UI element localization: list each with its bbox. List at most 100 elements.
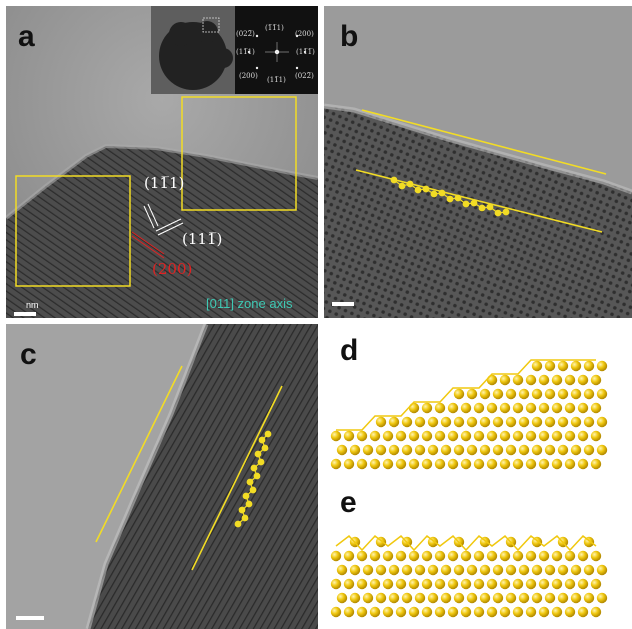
atom (538, 458, 550, 470)
atom (330, 430, 342, 442)
atom (356, 606, 368, 618)
fft-label-8: (022̅) (295, 72, 314, 80)
atom (473, 606, 485, 618)
atom (479, 592, 491, 604)
panel-e: e (324, 484, 632, 629)
atom (564, 430, 576, 442)
atom-chain-c (234, 430, 272, 528)
atom (395, 606, 407, 618)
atom (408, 578, 420, 590)
atom (453, 564, 465, 576)
atom (590, 578, 602, 590)
panel-b-image (324, 6, 632, 318)
atom (375, 416, 387, 428)
atom (401, 592, 413, 604)
atom (453, 444, 465, 456)
atom (421, 458, 433, 470)
atom (382, 578, 394, 590)
atom (427, 592, 439, 604)
atom (544, 416, 556, 428)
atom (505, 564, 517, 576)
atom (596, 564, 608, 576)
atom (330, 578, 342, 590)
atom (505, 444, 517, 456)
atom (466, 416, 478, 428)
atom (564, 578, 576, 590)
atom (369, 458, 381, 470)
atom (395, 550, 407, 562)
atom (414, 592, 426, 604)
plane-label-2: (111̅) (182, 230, 223, 248)
atom (362, 592, 374, 604)
atom (447, 458, 459, 470)
atom (486, 458, 498, 470)
atom (518, 416, 530, 428)
atom (518, 388, 530, 400)
panel-label-c: c (20, 338, 37, 371)
atom (473, 550, 485, 562)
atom (512, 430, 524, 442)
atom (557, 564, 569, 576)
atom (466, 564, 478, 576)
atom (486, 550, 498, 562)
atom (499, 578, 511, 590)
atom (577, 550, 589, 562)
atom (362, 444, 374, 456)
atom (557, 360, 569, 372)
scale-unit-a: nm (26, 300, 39, 310)
atom (421, 430, 433, 442)
atom (414, 444, 426, 456)
atom (479, 444, 491, 456)
atom (382, 550, 394, 562)
atom (531, 388, 543, 400)
atom (343, 550, 355, 562)
atom (564, 374, 576, 386)
panel-c: c (6, 324, 318, 629)
atom (447, 430, 459, 442)
atom (505, 388, 517, 400)
atom (447, 550, 459, 562)
atom (473, 458, 485, 470)
atom (473, 402, 485, 414)
atom (505, 592, 517, 604)
atom (538, 374, 550, 386)
atom (460, 458, 472, 470)
atom (440, 444, 452, 456)
atom (330, 458, 342, 470)
atom (525, 578, 537, 590)
atom (551, 578, 563, 590)
atom (499, 374, 511, 386)
atom (590, 606, 602, 618)
atom (434, 430, 446, 442)
atom (538, 430, 550, 442)
atom (369, 578, 381, 590)
atom (583, 360, 595, 372)
atom (421, 606, 433, 618)
atom (486, 402, 498, 414)
atom (518, 444, 530, 456)
atom (596, 416, 608, 428)
atom (492, 416, 504, 428)
atom (577, 578, 589, 590)
atom (395, 458, 407, 470)
panel-d: d (324, 324, 632, 484)
atom (388, 564, 400, 576)
atom (525, 550, 537, 562)
atom (486, 374, 498, 386)
atom (551, 458, 563, 470)
plane-label-1: (11̅1) (144, 174, 185, 192)
atom (544, 444, 556, 456)
atom (408, 458, 420, 470)
atom (492, 388, 504, 400)
atom (557, 444, 569, 456)
atom (564, 550, 576, 562)
atom-model-e (330, 534, 608, 618)
atom (531, 360, 543, 372)
surface-outline (335, 534, 597, 552)
panel-b: b (324, 6, 632, 318)
atom (466, 592, 478, 604)
atom (460, 550, 472, 562)
panel-label-d: d (340, 334, 359, 367)
atom (466, 388, 478, 400)
atom (453, 388, 465, 400)
